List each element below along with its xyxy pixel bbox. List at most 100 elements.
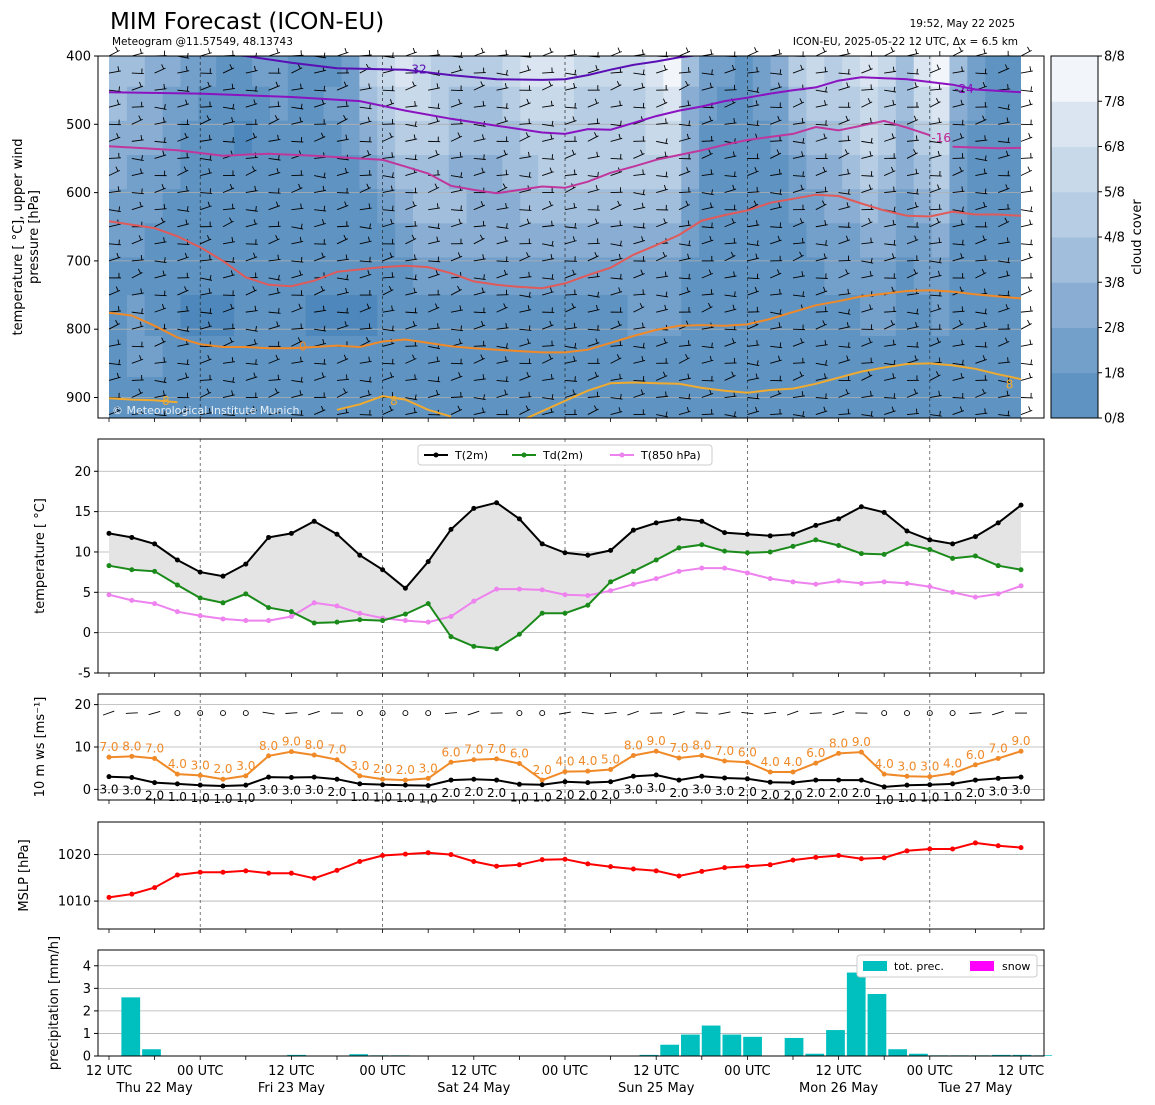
wind-barb-shaft bbox=[838, 72, 851, 75]
wind-barb-flag bbox=[777, 235, 781, 241]
wind-barb-flag bbox=[593, 132, 598, 137]
cloud-cell bbox=[931, 56, 951, 88]
cloud-cell bbox=[806, 120, 825, 156]
wind-barb-flag bbox=[619, 100, 621, 106]
wind-barb-flag bbox=[593, 405, 598, 411]
wind-barb-flag bbox=[870, 137, 873, 143]
cloud-cell bbox=[573, 56, 593, 88]
wind-barb-shaft bbox=[336, 85, 349, 91]
gust-point bbox=[516, 761, 522, 767]
cloud-cell bbox=[681, 295, 700, 337]
upper-air-panel: 400500600700800900-32-32-24-16-16-80888©… bbox=[11, 46, 1045, 422]
wind-barb-flag bbox=[253, 252, 256, 258]
cloud-cell bbox=[609, 86, 629, 122]
wind-barb-flag bbox=[206, 235, 210, 241]
calm-wind-marker bbox=[425, 710, 432, 717]
t2m-point bbox=[813, 522, 819, 528]
wind-barb-flag bbox=[483, 394, 485, 400]
wind-barb-flag bbox=[437, 323, 439, 329]
wind-barb-flag bbox=[365, 337, 370, 342]
wind-barb-shaft bbox=[359, 307, 372, 313]
wind-barb-flag bbox=[299, 116, 302, 122]
cloud-cell bbox=[734, 155, 754, 190]
cloud-cell bbox=[234, 86, 253, 122]
gust-point bbox=[699, 752, 705, 758]
wind-barb-flag bbox=[116, 99, 120, 105]
cloud-cell bbox=[734, 223, 754, 259]
t850-point bbox=[881, 579, 887, 585]
t850-point bbox=[425, 619, 431, 625]
wind-barb-flag bbox=[161, 184, 165, 190]
t850-point bbox=[585, 593, 591, 599]
cloud-cell bbox=[430, 189, 450, 224]
wind-barb-shaft bbox=[701, 345, 714, 349]
wind-barb-flag bbox=[573, 82, 576, 89]
cloud-cell bbox=[520, 86, 539, 122]
wind-barb-flag bbox=[779, 309, 782, 315]
cloud-cell bbox=[126, 56, 146, 88]
wind-barb-flag bbox=[414, 254, 416, 260]
surface-wind-barb bbox=[764, 711, 777, 715]
mslp-point bbox=[334, 867, 340, 873]
cloud-cell bbox=[627, 223, 647, 259]
t2m-point bbox=[630, 527, 636, 533]
calm-wind-marker bbox=[926, 710, 933, 717]
wind-barb-flag bbox=[756, 120, 759, 126]
t2m-point bbox=[539, 541, 545, 547]
cloud-cell bbox=[609, 257, 629, 296]
wind-barb-flag bbox=[777, 115, 780, 121]
wind-barb-flag bbox=[688, 120, 690, 126]
wind-barb-flag bbox=[573, 202, 576, 208]
gust-label: 7.0 bbox=[669, 741, 688, 755]
t2m-point bbox=[950, 541, 956, 547]
cloud-cell bbox=[252, 336, 271, 378]
wind-barb-shaft bbox=[291, 340, 303, 347]
wind-barb-flag bbox=[481, 47, 484, 53]
wind-barb-flag bbox=[755, 133, 758, 139]
t2m-point bbox=[402, 585, 408, 591]
td2m-point bbox=[220, 600, 226, 606]
wind-barb-flag bbox=[343, 354, 347, 360]
cloud-cell bbox=[877, 155, 897, 190]
wind-barb-flag bbox=[117, 66, 120, 72]
wind-barb-flag bbox=[893, 206, 896, 212]
cloud-cell bbox=[931, 257, 951, 296]
cloud-cell bbox=[573, 336, 593, 378]
wind-barb-flag bbox=[186, 86, 189, 92]
isotherm-label: 0 bbox=[299, 339, 307, 353]
wind-barb-flag bbox=[937, 150, 940, 156]
wind-barb-flag bbox=[662, 251, 666, 257]
wind-barb-flag bbox=[504, 116, 507, 122]
wind-barb-flag bbox=[1030, 86, 1032, 92]
wind-barb-flag bbox=[185, 66, 188, 72]
wind-barb-shaft bbox=[610, 291, 623, 296]
wind-barb-flag bbox=[140, 135, 143, 141]
wind-barb-flag bbox=[846, 355, 849, 361]
cloud-cell bbox=[591, 336, 611, 378]
wind-barb-shaft bbox=[1020, 103, 1033, 108]
wind-speed-label: 3.0 bbox=[259, 783, 278, 797]
cloud-cell bbox=[323, 223, 343, 259]
wind-barb-flag bbox=[414, 394, 417, 400]
wind-barb-flag bbox=[708, 149, 712, 155]
wind-barb-flag bbox=[753, 200, 757, 206]
cloud-cell bbox=[162, 120, 182, 156]
mslp-point bbox=[881, 855, 887, 861]
wind-barb-flag bbox=[891, 286, 894, 292]
wind-barb-flag bbox=[184, 132, 188, 138]
cloud-cell bbox=[949, 189, 968, 224]
wind-barb-flag bbox=[572, 389, 575, 395]
cloud-cell bbox=[502, 223, 521, 259]
wind-barb-flag bbox=[186, 359, 189, 365]
td2m-point bbox=[311, 620, 317, 626]
wind-barb-flag bbox=[479, 234, 484, 240]
cloud-cell bbox=[931, 223, 951, 259]
wind-barb-flag bbox=[369, 376, 371, 382]
wind-barb-flag bbox=[505, 322, 507, 329]
time-tick-label: 00 UTC bbox=[177, 1064, 223, 1079]
wind-barb-flag bbox=[389, 252, 393, 258]
cloud-cell bbox=[287, 155, 307, 190]
wind-barb-flag bbox=[958, 46, 962, 52]
td2m-point bbox=[858, 551, 864, 557]
cloud-cell bbox=[806, 86, 825, 122]
